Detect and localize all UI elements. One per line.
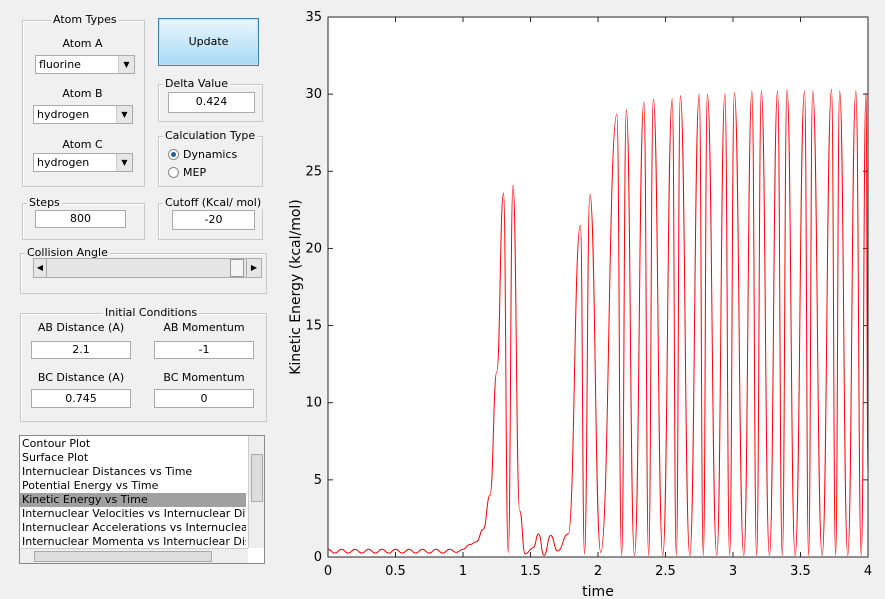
cutoff-field[interactable]: -20: [172, 210, 255, 230]
atom-b-dropdown[interactable]: hydrogen ▼: [33, 105, 133, 124]
label: BC Momentum: [163, 371, 245, 384]
steps-field[interactable]: 800: [35, 210, 126, 228]
x-tick-label: 0.5: [385, 564, 406, 579]
dropdown-arrow[interactable]: ▼: [118, 56, 134, 73]
horizontal-scrollbar[interactable]: [20, 548, 248, 563]
dropdown-arrow[interactable]: ▼: [116, 106, 132, 123]
update-button[interactable]: Update: [158, 18, 259, 66]
x-tick-label: 2.5: [655, 564, 676, 579]
steps-group: Steps: [22, 196, 145, 240]
y-tick-label: 30: [305, 87, 322, 102]
label: BC Distance (A): [37, 371, 125, 384]
atom-types-group: Atom Types: [22, 13, 145, 187]
plot-area: [327, 16, 869, 558]
y-tick-label: 25: [305, 164, 322, 179]
group-title: Cutoff (Kcal/ mol): [163, 196, 264, 209]
ab-momentum-field[interactable]: -1: [154, 341, 254, 359]
y-tick-label: 0: [314, 550, 322, 565]
label: Atom A: [62, 37, 103, 50]
slider-left[interactable]: ◀: [34, 259, 47, 277]
dropdown-value: hydrogen: [37, 108, 90, 121]
initial-conditions-group: Initial Conditions: [20, 306, 267, 422]
delta-group: Delta Value: [158, 77, 263, 122]
radio-label: MEP: [183, 166, 207, 179]
list-item[interactable]: Contour Plot: [22, 437, 91, 450]
list-item[interactable]: Potential Energy vs Time: [22, 479, 159, 492]
x-tick-label: 2: [594, 564, 602, 579]
atom-c-dropdown[interactable]: hydrogen ▼: [33, 153, 133, 172]
x-tick-label: 3.5: [790, 564, 811, 579]
bc-momentum-field[interactable]: 0: [154, 389, 254, 408]
group-title: Atom Types: [51, 13, 119, 26]
calc-type-group: Calculation Type: [158, 129, 263, 187]
x-axis-label: time: [582, 584, 614, 599]
radio-button[interactable]: [168, 167, 179, 178]
x-tick-label: 3: [729, 564, 737, 579]
x-tick-label: 1.5: [520, 564, 541, 579]
radio-option[interactable]: Dynamics: [168, 148, 237, 161]
label: AB Distance (A): [37, 321, 125, 334]
dropdown-value: fluorine: [39, 58, 81, 71]
bc-distance-field[interactable]: 0.745: [31, 389, 131, 408]
slider-thumb[interactable]: [230, 259, 244, 277]
radio-button[interactable]: [168, 149, 179, 160]
group-title: Calculation Type: [163, 129, 258, 142]
collision-group: Collision Angle: [20, 246, 267, 294]
list-item[interactable]: Surface Plot: [22, 451, 89, 464]
ab-distance-field[interactable]: 2.1: [31, 341, 131, 359]
label: AB Momentum: [163, 321, 245, 334]
y-tick-label: 5: [314, 473, 322, 488]
scroll-thumb[interactable]: [34, 551, 212, 562]
list-item[interactable]: Internuclear Velocities vs Internuclear …: [22, 507, 246, 520]
radio-option[interactable]: MEP: [168, 166, 206, 179]
x-tick-label: 1: [459, 564, 467, 579]
label: Atom B: [62, 87, 103, 100]
list-item[interactable]: Kinetic Energy vs Time: [20, 493, 246, 507]
y-tick-label: 10: [305, 396, 322, 411]
dropdown-arrow[interactable]: ▼: [116, 154, 132, 171]
delta-field[interactable]: 0.424: [168, 92, 255, 113]
group-title: Collision Angle: [25, 246, 110, 259]
label: Atom C: [62, 138, 103, 151]
x-tick-label: 0: [324, 564, 332, 579]
group-title: Steps: [27, 196, 62, 209]
plot-listbox[interactable]: Contour Plot Surface Plot Internuclear Dis…: [19, 435, 265, 564]
group-title: Initial Conditions: [103, 306, 200, 319]
collision-slider[interactable]: ◀ ▶: [33, 258, 262, 278]
list-item[interactable]: Internuclear Momenta vs Internuclear Dis…: [22, 535, 246, 548]
chart: time Kinetic Energy (kcal/mol) 051015202…: [288, 10, 872, 599]
list-item[interactable]: Internuclear Accelerations vs Internucle…: [22, 521, 246, 534]
radio-label: Dynamics: [183, 148, 238, 161]
dropdown-value: hydrogen: [37, 156, 90, 169]
y-tick-label: 15: [305, 319, 322, 334]
vertical-scrollbar[interactable]: [248, 436, 264, 548]
scroll-thumb[interactable]: [251, 454, 263, 502]
data-line: [327, 89, 869, 556]
group-title: Delta Value: [163, 77, 231, 90]
y-axis-label: Kinetic Energy (kcal/mol): [288, 199, 304, 375]
atom-a-dropdown[interactable]: fluorine ▼: [35, 55, 135, 74]
slider-right[interactable]: ▶: [246, 259, 261, 277]
y-tick-label: 20: [305, 241, 322, 256]
list-item[interactable]: Internuclear Distances vs Time: [22, 465, 193, 478]
cutoff-group: Cutoff (Kcal/ mol): [158, 196, 264, 240]
y-tick-label: 35: [305, 10, 322, 25]
x-tick-label: 4: [864, 564, 872, 579]
